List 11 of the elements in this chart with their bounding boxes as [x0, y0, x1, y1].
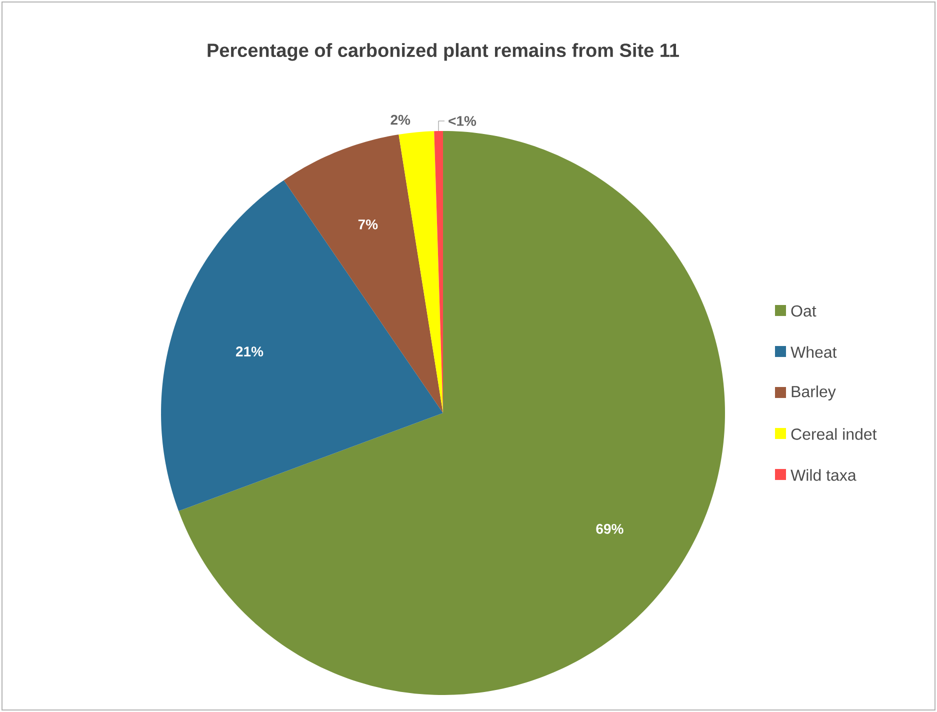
data-label: 69% [596, 524, 624, 534]
chart-title: Percentage of carbonized plant remains from Site 11 [208, 43, 679, 61]
legend-label: Barley [792, 386, 836, 400]
legend-label: Oat [791, 305, 816, 317]
data-label: 2% [390, 114, 410, 125]
data-label: 7% [358, 219, 378, 230]
data-label: 21% [236, 346, 264, 356]
legend-label: Cereal indet [791, 428, 877, 440]
legend-label: Wheat [790, 346, 837, 358]
legend-label: Wild taxa [790, 469, 856, 481]
data-label: <1% [448, 116, 476, 126]
